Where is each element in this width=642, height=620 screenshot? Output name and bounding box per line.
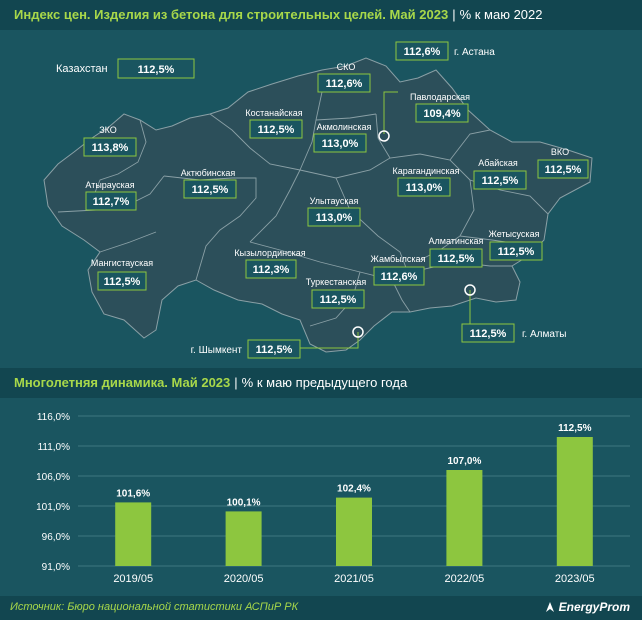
region-name-kostanay: Костанайская	[245, 108, 302, 118]
region-name-abay: Абайская	[478, 158, 518, 168]
kazakhstan-silhouette	[43, 57, 593, 353]
region-name-zhetysu: Жетысуская	[489, 229, 540, 239]
city-value-shymkent: 112,5%	[256, 344, 293, 356]
region-value-ulytau: 113,0%	[316, 212, 353, 224]
city-name-shymkent: г. Шымкент	[191, 345, 243, 356]
bar-data-label: 107,0%	[447, 456, 481, 467]
brand-logo: EnergyProm	[544, 600, 630, 614]
city-value-astana: 112,6%	[404, 46, 441, 58]
bar-chart: 91,0% 96,0% 101,0% 106,0% 111,0% 116,0% 101,6%…	[36, 412, 630, 585]
brand-name: EnergyProm	[558, 600, 630, 614]
region-name-turkestan: Туркестанская	[306, 277, 367, 287]
city-name-almaty: г. Алматы	[522, 329, 566, 340]
region-value-sko: 112,6%	[326, 78, 363, 90]
region-value-akmola: 113,0%	[322, 138, 359, 150]
region-name-sko: СКО	[337, 62, 356, 72]
y-tick-label: 91,0%	[42, 562, 70, 573]
energyprom-logo-icon	[545, 602, 554, 612]
bar	[115, 502, 152, 566]
bar	[336, 497, 372, 566]
region-name-vko: ВКО	[551, 147, 569, 157]
bar	[225, 511, 262, 566]
region-value-mangystau: 112,5%	[104, 276, 141, 288]
chart-subtitle: % к маю предыдущего года	[241, 375, 408, 390]
kazakhstan-map: Казахстан 112,5% ЗКО 113,8% Атырауская 1…	[43, 41, 593, 359]
region-name-karaganda: Карагандинская	[392, 166, 459, 176]
map-subtitle: % к маю 2022	[459, 7, 543, 22]
region-value-zhambyl: 112,6%	[381, 271, 418, 283]
region-value-kyzylorda: 112,3%	[253, 264, 290, 276]
region-name-pavlodar: Павлодарская	[410, 92, 470, 102]
region-name-kyzylorda: Кызылординская	[234, 248, 305, 258]
map-title: Индекс цен. Изделия из бетона для строит…	[14, 7, 449, 22]
almaty-marker	[464, 284, 476, 296]
astana-marker	[378, 130, 390, 142]
region-name-akmola: Акмолинская	[317, 122, 372, 132]
y-tick-label: 101,0%	[36, 502, 70, 513]
x-tick-label: 2023/05	[555, 573, 595, 585]
region-value-zko: 113,8%	[92, 142, 129, 154]
region-value-abay: 112,5%	[482, 175, 519, 187]
x-tick-label: 2020/05	[224, 573, 264, 585]
region-name-zko: ЗКО	[99, 125, 117, 135]
region-name-mangystau: Мангистауская	[91, 258, 153, 268]
country-value: 112,5%	[138, 64, 175, 76]
region-name-ulytau: Улытауская	[310, 196, 359, 206]
country-name: Казахстан	[56, 63, 108, 75]
city-name-astana: г. Астана	[454, 47, 495, 58]
chart-title: Многолетняя динамика. Май 2023	[14, 375, 231, 390]
bar-data-label: 100,1%	[227, 497, 261, 508]
region-value-vko: 112,5%	[545, 164, 582, 176]
chart-header: Многолетняя динамика. Май 2023 |% к маю п…	[0, 368, 642, 398]
y-tick-label: 106,0%	[36, 472, 70, 483]
y-tick-label: 96,0%	[42, 532, 70, 543]
x-tick-label: 2019/05	[113, 573, 153, 585]
footer: Источник: Бюро национальной статистики А…	[0, 596, 642, 620]
y-tick-label: 111,0%	[38, 442, 71, 453]
region-value-atyrau: 112,7%	[93, 196, 130, 208]
value-box-country: 112,5%	[117, 58, 195, 79]
y-tick-label: 116,0%	[37, 412, 70, 423]
region-value-almaty-obl: 112,5%	[438, 253, 475, 265]
bar	[446, 470, 483, 566]
header-separator: |	[234, 375, 238, 390]
bar-data-label: 102,4%	[337, 484, 371, 495]
region-name-atyrau: Атырауская	[85, 180, 134, 190]
x-tick-label: 2022/05	[445, 573, 485, 585]
bar-data-label: 112,5%	[558, 423, 591, 434]
region-value-karaganda: 113,0%	[406, 182, 443, 194]
region-value-turkestan: 112,5%	[320, 294, 357, 306]
region-name-aktobe: Актюбинская	[181, 168, 236, 178]
bar	[556, 437, 593, 566]
source-note: Источник: Бюро национальной статистики А…	[10, 601, 299, 613]
region-name-zhambyl: Жамбылская	[371, 254, 426, 264]
region-value-pavlodar: 109,4%	[423, 108, 461, 120]
map-header: Индекс цен. Изделия из бетона для строит…	[0, 0, 642, 30]
region-value-kostanay: 112,5%	[258, 124, 295, 136]
x-tick-label: 2021/05	[334, 573, 374, 585]
city-value-almaty: 112,5%	[470, 328, 507, 340]
region-value-zhetysu: 112,5%	[498, 246, 535, 258]
bar-data-label: 101,6%	[116, 488, 150, 499]
shymkent-marker	[352, 326, 364, 338]
header-separator: |	[452, 7, 456, 22]
region-name-almaty-obl: Алматинская	[429, 236, 484, 246]
region-value-aktobe: 112,5%	[192, 184, 229, 196]
